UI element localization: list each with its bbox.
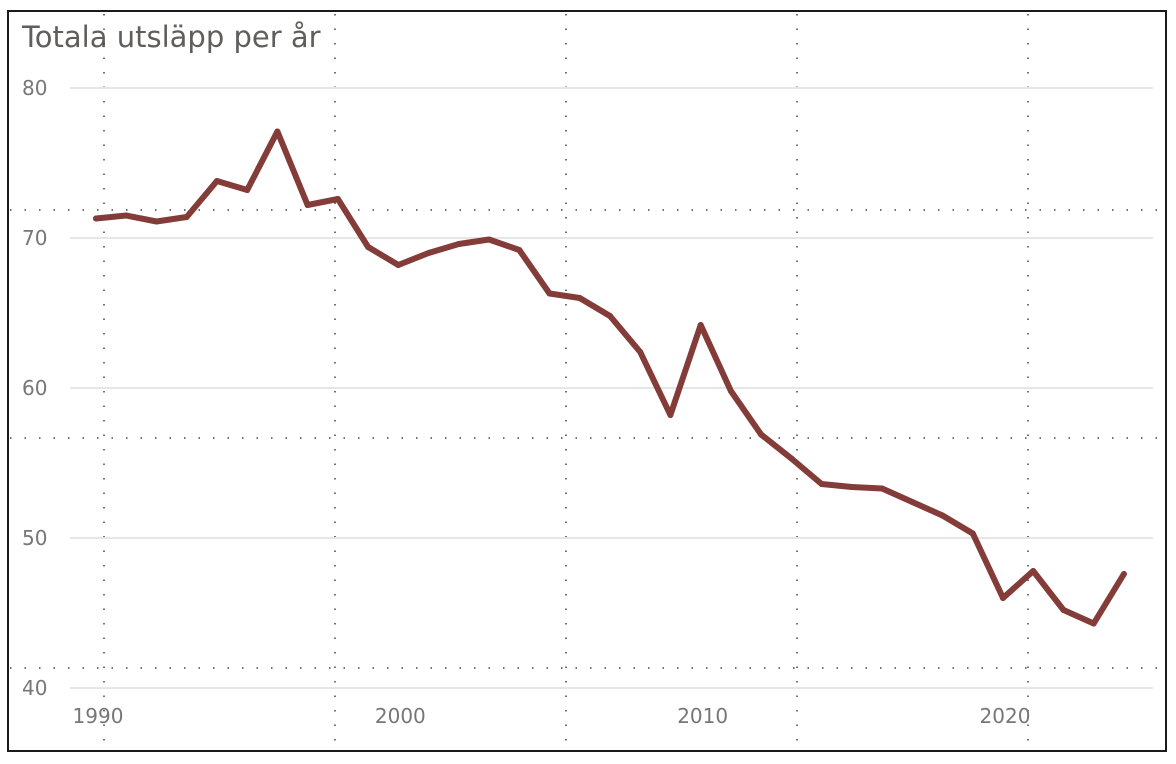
y-tick-label-80: 80: [22, 76, 47, 100]
data-point-1990: [93, 215, 99, 222]
data-point-2020: [1000, 595, 1006, 601]
data-point-2016: [879, 485, 886, 492]
data-point-2009: [667, 412, 674, 418]
data-point-1996: [274, 128, 281, 135]
data-point-2007: [607, 313, 613, 319]
x-tick-label-2000: 2000: [375, 704, 426, 728]
data-point-2017: [909, 499, 916, 505]
data-point-2010: [697, 322, 704, 328]
data-point-2024: [1120, 571, 1127, 577]
data-point-1993: [183, 214, 190, 220]
y-tick-label-70: 70: [22, 226, 47, 250]
y-tick-label-40: 40: [22, 676, 47, 700]
y-tick-label-50: 50: [22, 526, 47, 550]
data-point-2013: [788, 455, 795, 462]
series-layer: [93, 128, 1127, 627]
x-tick-label-1990: 1990: [73, 704, 124, 728]
data-point-2015: [848, 484, 855, 490]
data-point-2014: [818, 481, 825, 487]
series-line-0: [93, 128, 1127, 627]
data-point-2003: [486, 236, 492, 243]
data-point-2022: [1060, 607, 1067, 613]
data-point-2000: [395, 262, 402, 268]
chart-title: Totala utsläpp per år: [22, 20, 321, 54]
data-point-2012: [758, 431, 765, 438]
data-point-1995: [244, 187, 251, 193]
x-tick-label-2020: 2020: [980, 704, 1031, 728]
data-point-2011: [727, 388, 734, 394]
data-point-2002: [455, 241, 462, 247]
data-point-2008: [637, 349, 644, 355]
data-point-1994: [213, 178, 220, 184]
data-point-2004: [516, 247, 523, 253]
x-tick-label-2010: 2010: [677, 704, 728, 728]
data-point-1998: [334, 196, 341, 202]
data-point-1999: [365, 244, 372, 250]
data-point-2021: [1030, 568, 1037, 574]
y-tick-label-60: 60: [22, 376, 47, 400]
chart-frame: [7, 10, 1167, 752]
grid-layer: [10, 14, 1164, 748]
data-point-1997: [304, 202, 311, 208]
axis-layer: 40 50 60 70 80 1990 2000 2010 2020: [22, 76, 1030, 728]
data-point-2001: [425, 250, 432, 256]
data-point-1991: [123, 212, 130, 219]
data-point-2023: [1090, 620, 1097, 627]
data-point-1992: [153, 218, 160, 225]
data-point-2019: [969, 530, 976, 537]
data-point-2018: [939, 512, 946, 519]
data-point-2005: [546, 290, 553, 297]
data-point-2006: [576, 295, 583, 301]
